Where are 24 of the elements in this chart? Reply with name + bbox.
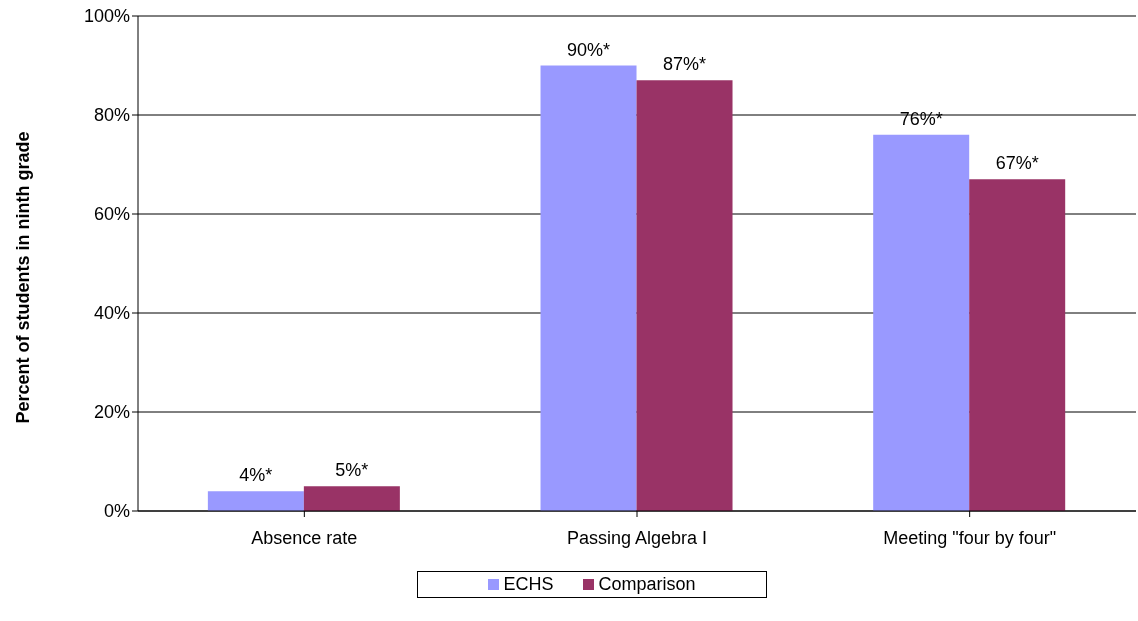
y-tick-label: 80% — [93, 105, 130, 126]
data-label: 4%* — [239, 465, 273, 486]
x-tick-label: Passing Algebra I — [566, 527, 708, 548]
legend-label: Comparison — [597, 574, 696, 595]
x-tick-label: Absence rate — [251, 527, 358, 548]
bar — [969, 179, 1066, 511]
data-label: 90%* — [567, 39, 611, 60]
bar — [873, 134, 970, 511]
bar — [207, 491, 304, 511]
data-label: 5%* — [335, 460, 369, 481]
y-tick-label: 40% — [93, 303, 130, 324]
data-label: 67%* — [995, 153, 1039, 174]
data-label: 87%* — [663, 54, 707, 75]
bar — [636, 80, 733, 511]
y-tick-label: 60% — [93, 204, 130, 225]
legend-label: ECHS — [502, 574, 554, 595]
bar — [303, 486, 400, 511]
y-tick-label: 100% — [83, 6, 130, 27]
y-tick-label: 0% — [103, 501, 130, 522]
y-axis-title: Percent of students in ninth grade — [13, 131, 34, 424]
bar — [540, 65, 637, 511]
x-tick-label: Meeting "four by four" — [883, 527, 1057, 548]
y-tick-label: 20% — [93, 402, 130, 423]
data-label: 76%* — [899, 108, 943, 129]
